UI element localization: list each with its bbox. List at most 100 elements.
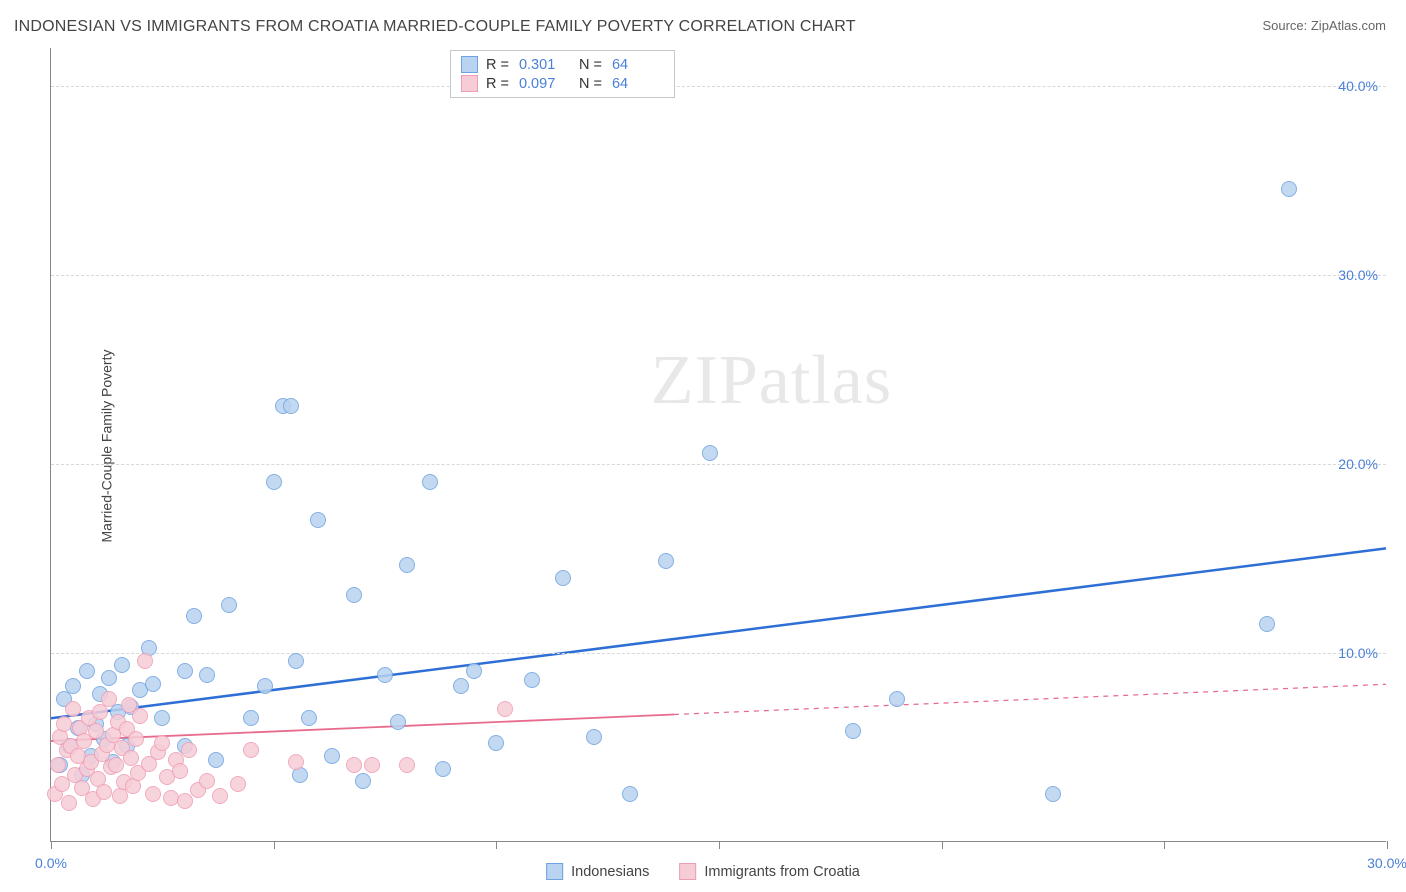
- scatter-point: [346, 757, 362, 773]
- scatter-point: [221, 597, 237, 613]
- y-tick-label: 10.0%: [1338, 645, 1378, 661]
- scatter-point: [177, 663, 193, 679]
- correlation-legend: R = 0.301 N = 64 R = 0.097 N = 64: [450, 50, 675, 98]
- legend-label: Immigrants from Croatia: [704, 864, 860, 880]
- scatter-point: [101, 670, 117, 686]
- x-tick: [942, 841, 943, 849]
- scatter-point: [497, 701, 513, 717]
- scatter-point: [128, 731, 144, 747]
- legend-item: Immigrants from Croatia: [679, 863, 860, 880]
- scatter-point: [154, 710, 170, 726]
- scatter-point: [702, 445, 718, 461]
- scatter-point: [230, 776, 246, 792]
- scatter-point: [1259, 616, 1275, 632]
- source-label: Source: ZipAtlas.com: [1262, 18, 1386, 33]
- scatter-point: [177, 793, 193, 809]
- scatter-point: [377, 667, 393, 683]
- scatter-point: [399, 757, 415, 773]
- chart-title: INDONESIAN VS IMMIGRANTS FROM CROATIA MA…: [14, 18, 856, 36]
- scatter-point: [79, 663, 95, 679]
- scatter-point: [555, 570, 571, 586]
- scatter-point: [346, 587, 362, 603]
- x-tick: [51, 841, 52, 849]
- scatter-point: [101, 691, 117, 707]
- scatter-point: [145, 786, 161, 802]
- n-value: 64: [612, 57, 664, 73]
- gridline-h: [51, 275, 1386, 276]
- scatter-point: [622, 786, 638, 802]
- scatter-point: [172, 763, 188, 779]
- scatter-point: [1045, 786, 1061, 802]
- scatter-point: [132, 708, 148, 724]
- x-tick: [274, 841, 275, 849]
- scatter-point: [50, 757, 66, 773]
- series-legend: Indonesians Immigrants from Croatia: [546, 863, 860, 880]
- x-tick: [1387, 841, 1388, 849]
- r-label: R =: [486, 57, 509, 73]
- scatter-point: [355, 773, 371, 789]
- scatter-point: [154, 735, 170, 751]
- r-value: 0.097: [519, 76, 571, 92]
- x-tick: [1164, 841, 1165, 849]
- scatter-point: [435, 761, 451, 777]
- plot-area: 10.0%20.0%30.0%40.0%0.0%30.0%: [50, 48, 1386, 842]
- x-tick-label: 30.0%: [1367, 855, 1406, 871]
- gridline-h: [51, 464, 1386, 465]
- scatter-point: [243, 710, 259, 726]
- scatter-point: [257, 678, 273, 694]
- y-tick-label: 30.0%: [1338, 267, 1378, 283]
- scatter-point: [310, 512, 326, 528]
- scatter-point: [243, 742, 259, 758]
- y-tick-label: 20.0%: [1338, 456, 1378, 472]
- legend-swatch: [679, 863, 696, 880]
- legend-swatch: [461, 56, 478, 73]
- scatter-point: [488, 735, 504, 751]
- scatter-point: [114, 657, 130, 673]
- scatter-point: [123, 750, 139, 766]
- scatter-point: [364, 757, 380, 773]
- scatter-point: [283, 398, 299, 414]
- scatter-point: [288, 754, 304, 770]
- scatter-point: [399, 557, 415, 573]
- scatter-point: [61, 795, 77, 811]
- scatter-point: [88, 723, 104, 739]
- gridline-h: [51, 653, 1386, 654]
- scatter-point: [1281, 181, 1297, 197]
- n-label: N =: [579, 76, 602, 92]
- scatter-point: [181, 742, 197, 758]
- x-tick: [719, 841, 720, 849]
- scatter-point: [145, 676, 161, 692]
- scatter-point: [108, 757, 124, 773]
- y-tick-label: 40.0%: [1338, 78, 1378, 94]
- legend-item: Indonesians: [546, 863, 649, 880]
- scatter-point: [466, 663, 482, 679]
- scatter-point: [65, 678, 81, 694]
- n-label: N =: [579, 57, 602, 73]
- scatter-point: [524, 672, 540, 688]
- scatter-point: [208, 752, 224, 768]
- scatter-point: [845, 723, 861, 739]
- scatter-point: [586, 729, 602, 745]
- r-label: R =: [486, 76, 509, 92]
- scatter-point: [422, 474, 438, 490]
- legend-label: Indonesians: [571, 864, 649, 880]
- scatter-point: [186, 608, 202, 624]
- scatter-point: [266, 474, 282, 490]
- scatter-point: [301, 710, 317, 726]
- n-value: 64: [612, 76, 664, 92]
- x-tick: [496, 841, 497, 849]
- scatter-point: [65, 701, 81, 717]
- legend-row: R = 0.097 N = 64: [461, 74, 664, 93]
- scatter-point: [288, 653, 304, 669]
- legend-row: R = 0.301 N = 64: [461, 55, 664, 74]
- gridline-h: [51, 86, 1386, 87]
- legend-swatch: [461, 75, 478, 92]
- scatter-point: [658, 553, 674, 569]
- x-tick-label: 0.0%: [35, 855, 67, 871]
- scatter-point: [96, 784, 112, 800]
- scatter-point: [137, 653, 153, 669]
- legend-swatch: [546, 863, 563, 880]
- scatter-point: [199, 667, 215, 683]
- scatter-point: [324, 748, 340, 764]
- scatter-point: [390, 714, 406, 730]
